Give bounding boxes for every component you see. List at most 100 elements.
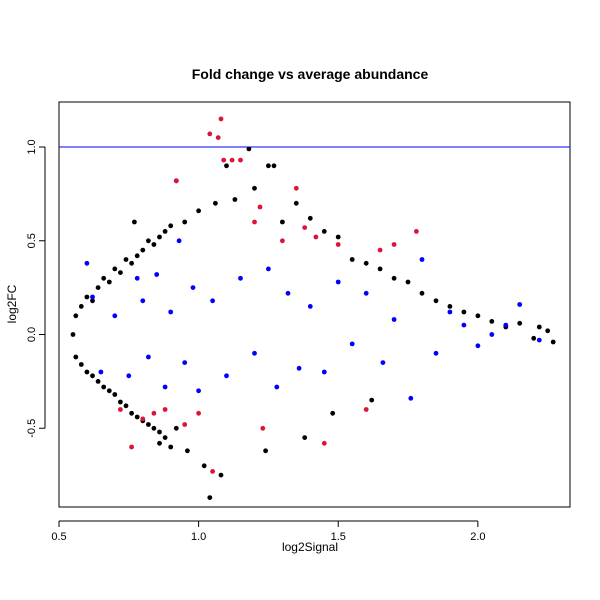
data-point-black bbox=[112, 392, 118, 397]
data-point-black bbox=[433, 298, 439, 304]
points-layer bbox=[70, 116, 556, 500]
data-point-black bbox=[263, 448, 268, 454]
x-tick-label: 0.5 bbox=[51, 531, 66, 543]
data-point-black bbox=[405, 279, 411, 285]
data-point-blue bbox=[224, 373, 229, 379]
data-point-red bbox=[221, 157, 227, 163]
data-point-black bbox=[78, 304, 84, 309]
data-point-black bbox=[70, 332, 76, 337]
data-point-black bbox=[266, 163, 271, 169]
x-tick-label: 1.5 bbox=[331, 531, 346, 543]
data-point-black bbox=[550, 339, 556, 345]
data-point-black bbox=[101, 275, 107, 281]
data-point-black bbox=[246, 146, 252, 152]
data-point-black bbox=[545, 328, 551, 334]
data-point-blue bbox=[98, 369, 104, 375]
data-point-black bbox=[132, 219, 137, 225]
data-point-black bbox=[140, 247, 146, 253]
data-point-red bbox=[414, 229, 419, 234]
data-point-blue bbox=[335, 279, 341, 285]
data-point-black bbox=[447, 304, 453, 309]
data-point-blue bbox=[503, 322, 509, 328]
data-point-blue bbox=[380, 360, 386, 365]
data-point-blue bbox=[447, 309, 453, 315]
data-point-blue bbox=[238, 275, 243, 281]
y-axis: -0.5 0.0 0.5 1.0 bbox=[26, 139, 46, 438]
data-point-black bbox=[123, 403, 129, 409]
data-point-red bbox=[207, 131, 213, 137]
data-point-black bbox=[146, 422, 151, 427]
data-point-blue bbox=[296, 365, 302, 371]
y-tick-label: -0.5 bbox=[26, 419, 38, 438]
data-point-blue bbox=[349, 341, 355, 347]
data-point-black bbox=[391, 275, 397, 281]
data-point-black bbox=[330, 410, 336, 416]
data-point-red bbox=[140, 416, 146, 422]
data-point-black bbox=[129, 410, 135, 416]
data-point-blue bbox=[84, 260, 90, 266]
data-point-black bbox=[106, 388, 112, 394]
data-point-black bbox=[84, 294, 90, 300]
data-point-black bbox=[101, 384, 107, 390]
data-point-red bbox=[151, 410, 157, 416]
data-point-black bbox=[134, 253, 140, 259]
data-point-black bbox=[118, 270, 123, 275]
data-point-blue bbox=[517, 302, 523, 307]
data-point-red bbox=[257, 204, 263, 210]
data-point-black bbox=[157, 440, 162, 446]
data-point-blue bbox=[419, 257, 425, 262]
data-point-red bbox=[129, 444, 135, 450]
data-point-black bbox=[90, 373, 95, 379]
data-point-blue bbox=[536, 337, 542, 343]
data-point-black bbox=[162, 435, 168, 440]
data-point-black bbox=[106, 279, 112, 285]
data-point-black bbox=[185, 448, 190, 454]
data-point-black bbox=[162, 229, 168, 234]
data-point-blue bbox=[162, 384, 168, 390]
x-tick-label: 2.0 bbox=[470, 531, 485, 543]
data-point-blue bbox=[112, 313, 118, 319]
chart-title: Fold change vs average abundance bbox=[192, 66, 429, 82]
data-point-black bbox=[302, 435, 308, 440]
data-point-blue bbox=[252, 350, 257, 356]
data-point-blue bbox=[168, 309, 174, 315]
plot-frame bbox=[58, 101, 571, 508]
data-point-black bbox=[224, 163, 229, 169]
data-point-blue bbox=[489, 332, 495, 337]
data-point-red bbox=[363, 407, 369, 412]
data-point-black bbox=[196, 208, 202, 214]
data-point-red bbox=[252, 219, 257, 225]
data-point-blue bbox=[126, 373, 132, 379]
data-point-black bbox=[377, 266, 383, 272]
y-tick-label: 1.0 bbox=[26, 139, 38, 154]
data-point-black bbox=[252, 185, 257, 191]
data-point-black bbox=[271, 163, 277, 169]
data-point-black bbox=[173, 425, 179, 431]
data-point-black bbox=[307, 215, 313, 221]
data-point-blue bbox=[285, 290, 291, 296]
data-point-blue bbox=[391, 317, 397, 322]
y-tick-label: 0.0 bbox=[26, 327, 38, 342]
data-point-red bbox=[335, 242, 341, 247]
data-point-red bbox=[391, 242, 397, 247]
data-point-black bbox=[146, 238, 151, 244]
data-point-blue bbox=[433, 350, 439, 356]
data-point-black bbox=[536, 324, 542, 330]
data-point-black bbox=[129, 260, 135, 266]
data-point-blue bbox=[176, 238, 182, 244]
data-point-black bbox=[168, 444, 174, 450]
data-point-black bbox=[118, 399, 123, 405]
data-point-black bbox=[419, 290, 425, 296]
data-point-red bbox=[210, 469, 216, 474]
data-point-blue bbox=[154, 272, 160, 277]
data-point-red bbox=[377, 247, 383, 253]
data-point-blue bbox=[210, 298, 216, 304]
data-point-red bbox=[280, 238, 285, 244]
data-point-black bbox=[293, 200, 299, 206]
data-point-blue bbox=[363, 290, 369, 296]
data-point-blue bbox=[307, 304, 313, 309]
x-tick-label: 1.0 bbox=[191, 531, 206, 543]
data-point-blue bbox=[461, 322, 467, 328]
data-point-black bbox=[321, 229, 327, 234]
